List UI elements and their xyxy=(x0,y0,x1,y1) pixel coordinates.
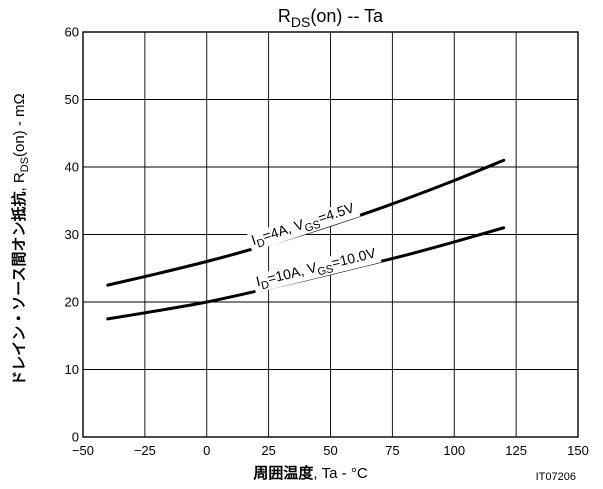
grid xyxy=(83,32,578,437)
plot-frame xyxy=(82,31,579,438)
x-tick-label: 125 xyxy=(505,443,527,458)
label-knockout xyxy=(251,244,382,294)
x-axis-label: 周囲温度, Ta - °C xyxy=(253,464,368,482)
x-tick-label: −50 xyxy=(72,443,94,458)
x-tick-labels: −50 −25 0 25 50 75 100 125 150 xyxy=(72,443,589,458)
y-tick-label: 60 xyxy=(65,25,79,40)
figure-code: IT07206 xyxy=(536,471,576,483)
x-tick-label: 50 xyxy=(323,443,337,458)
y-tick-label: 0 xyxy=(72,430,79,445)
series-label-text: ID=4A, VGS=4.5V xyxy=(249,199,358,252)
x-tick-label: −25 xyxy=(134,443,156,458)
y-tick-labels: 0 10 20 30 40 50 60 xyxy=(65,25,79,445)
y-tick-label: 20 xyxy=(65,295,79,310)
y-tick-label: 40 xyxy=(65,160,79,175)
series-label: ID=10A, VGS=10.0V xyxy=(251,244,382,294)
y-tick-label: 10 xyxy=(65,362,79,377)
x-tick-label: 150 xyxy=(567,443,589,458)
x-tick-label: 100 xyxy=(443,443,465,458)
chart-title: RDS(on) -- Ta xyxy=(278,6,384,30)
y-tick-label: 50 xyxy=(65,92,79,107)
y-axis-label: ドレイン・ソース間オン抵抗, RDS(on) - mΩ xyxy=(10,93,31,385)
x-tick-label: 75 xyxy=(385,443,399,458)
label-knockout xyxy=(246,199,361,252)
x-tick-label: 0 xyxy=(203,443,210,458)
series-label: ID=4A, VGS=4.5V xyxy=(246,199,361,252)
x-tick-label: 25 xyxy=(261,443,275,458)
y-tick-label: 30 xyxy=(65,227,79,242)
